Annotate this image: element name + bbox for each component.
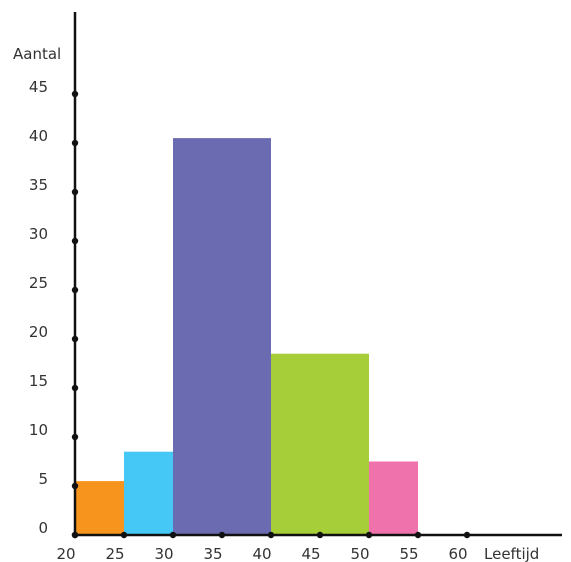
x-tick-label-25: 25 (105, 545, 124, 562)
y-tick-label-35: 35 (29, 176, 48, 194)
y-tick-mark-45 (71, 90, 79, 98)
y-tick-label-5: 5 (38, 470, 48, 488)
y-tick-label-45: 45 (29, 78, 48, 96)
x-tick-mark-40 (267, 531, 275, 539)
y-tick-label-15: 15 (29, 372, 48, 390)
y-tick-label-20: 20 (29, 323, 48, 341)
x-tick-label-35: 35 (203, 545, 222, 562)
x-ticks-group: 20 25 30 35 40 45 50 55 60 (56, 531, 471, 562)
y-tick-label-10: 10 (29, 421, 48, 439)
x-tick-mark-25 (120, 531, 128, 539)
x-tick-mark-35 (218, 531, 226, 539)
y-tick-mark-20 (71, 335, 79, 343)
y-tick-mark-10 (71, 433, 79, 441)
x-tick-mark-20 (71, 531, 79, 539)
x-tick-mark-30 (169, 531, 177, 539)
y-tick-mark-40 (71, 139, 79, 147)
bar-25-30 (124, 451, 173, 535)
x-tick-label-55: 55 (399, 545, 418, 562)
y-tick-label-40: 40 (29, 127, 48, 145)
x-tick-label-20: 20 (56, 545, 75, 562)
x-tick-label-45: 45 (301, 545, 320, 562)
x-tick-label-60: 60 (448, 545, 467, 562)
bars-group (75, 138, 418, 535)
y-ticks-group: 0 5 10 15 20 25 30 35 40 45 (29, 78, 79, 539)
x-tick-label-30: 30 (154, 545, 173, 562)
x-tick-mark-45 (316, 531, 324, 539)
y-tick-mark-5 (71, 482, 79, 490)
bar-40-50 (271, 353, 369, 535)
x-tick-mark-50 (365, 531, 373, 539)
bar-20-25 (75, 481, 124, 535)
bar-30-40 (173, 138, 271, 535)
y-tick-mark-25 (71, 286, 79, 294)
x-tick-label-50: 50 (350, 545, 369, 562)
x-tick-label-40: 40 (252, 545, 271, 562)
x-tick-mark-60 (463, 531, 471, 539)
y-tick-mark-15 (71, 384, 79, 392)
y-tick-label-25: 25 (29, 274, 48, 292)
bar-50-55 (369, 461, 418, 535)
y-axis-label: Aantal (13, 45, 61, 63)
x-axis-label: Leeftijd (484, 545, 539, 562)
y-tick-label-30: 30 (29, 225, 48, 243)
y-tick-mark-35 (71, 188, 79, 196)
x-tick-mark-55 (414, 531, 422, 539)
y-tick-mark-30 (71, 237, 79, 245)
y-tick-label-0: 0 (38, 519, 48, 537)
